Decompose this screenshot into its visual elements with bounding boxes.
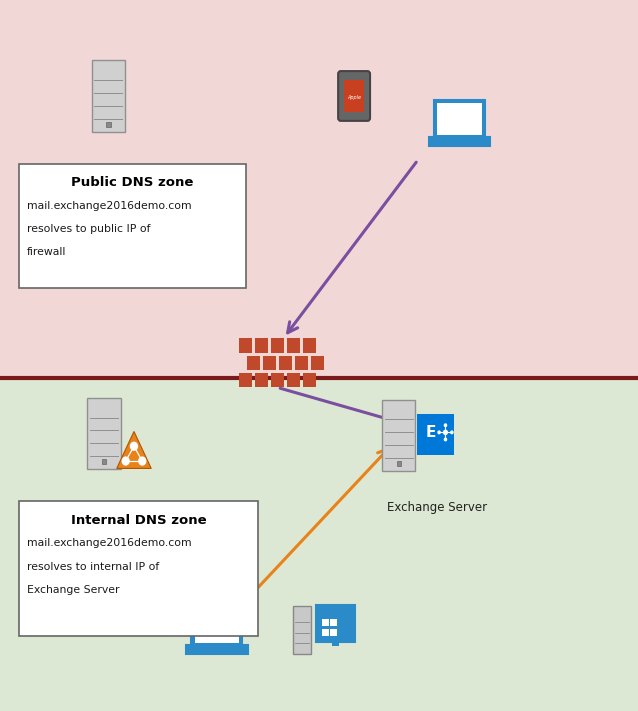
- Text: Exchange Server: Exchange Server: [27, 585, 119, 595]
- FancyBboxPatch shape: [316, 605, 355, 642]
- Text: mail.exchange2016demo.com: mail.exchange2016demo.com: [27, 201, 191, 210]
- FancyBboxPatch shape: [287, 373, 300, 387]
- Bar: [330, 619, 337, 626]
- FancyBboxPatch shape: [19, 501, 258, 636]
- Text: mail.exchange2016demo.com: mail.exchange2016demo.com: [27, 538, 191, 548]
- Text: resolves to public IP of: resolves to public IP of: [27, 224, 151, 234]
- Bar: [101, 459, 106, 464]
- Circle shape: [443, 429, 448, 435]
- FancyBboxPatch shape: [429, 137, 490, 146]
- FancyBboxPatch shape: [195, 611, 239, 643]
- Text: Exchange Server: Exchange Server: [387, 501, 487, 514]
- FancyBboxPatch shape: [382, 400, 415, 471]
- FancyBboxPatch shape: [293, 606, 311, 654]
- Circle shape: [130, 442, 138, 451]
- FancyBboxPatch shape: [239, 338, 253, 353]
- Text: Apple: Apple: [347, 95, 361, 100]
- FancyBboxPatch shape: [247, 356, 260, 370]
- Text: resolves to internal IP of: resolves to internal IP of: [27, 562, 159, 572]
- FancyBboxPatch shape: [87, 398, 121, 469]
- Bar: [0, 0, 638, 378]
- FancyBboxPatch shape: [271, 338, 285, 353]
- Circle shape: [138, 456, 146, 466]
- FancyBboxPatch shape: [255, 373, 269, 387]
- Polygon shape: [117, 432, 151, 469]
- FancyBboxPatch shape: [239, 373, 253, 387]
- FancyBboxPatch shape: [263, 356, 276, 370]
- Bar: [332, 641, 339, 646]
- Text: E: E: [426, 425, 436, 440]
- FancyBboxPatch shape: [279, 356, 292, 370]
- Bar: [322, 619, 329, 626]
- Text: Public DNS zone: Public DNS zone: [71, 176, 193, 189]
- FancyBboxPatch shape: [186, 645, 248, 654]
- FancyBboxPatch shape: [417, 414, 454, 455]
- Text: Internal DNS zone: Internal DNS zone: [71, 514, 207, 527]
- FancyBboxPatch shape: [295, 356, 308, 370]
- Text: firewall: firewall: [27, 247, 66, 257]
- Circle shape: [443, 423, 447, 427]
- FancyBboxPatch shape: [311, 356, 324, 370]
- FancyBboxPatch shape: [255, 338, 269, 353]
- FancyBboxPatch shape: [338, 71, 370, 121]
- Bar: [322, 629, 329, 636]
- FancyBboxPatch shape: [302, 338, 316, 353]
- FancyBboxPatch shape: [19, 164, 246, 288]
- Bar: [330, 629, 337, 636]
- Circle shape: [121, 456, 130, 466]
- FancyBboxPatch shape: [287, 338, 300, 353]
- Bar: [106, 122, 111, 127]
- Bar: [0, 378, 638, 711]
- FancyBboxPatch shape: [271, 373, 285, 387]
- Circle shape: [450, 430, 454, 434]
- FancyBboxPatch shape: [92, 60, 125, 132]
- Bar: [397, 461, 401, 466]
- Circle shape: [437, 430, 441, 434]
- FancyBboxPatch shape: [344, 80, 364, 112]
- Bar: [254, 337, 302, 388]
- Circle shape: [443, 437, 447, 442]
- FancyBboxPatch shape: [302, 373, 316, 387]
- FancyBboxPatch shape: [434, 100, 485, 139]
- FancyBboxPatch shape: [437, 103, 482, 135]
- FancyBboxPatch shape: [191, 608, 242, 647]
